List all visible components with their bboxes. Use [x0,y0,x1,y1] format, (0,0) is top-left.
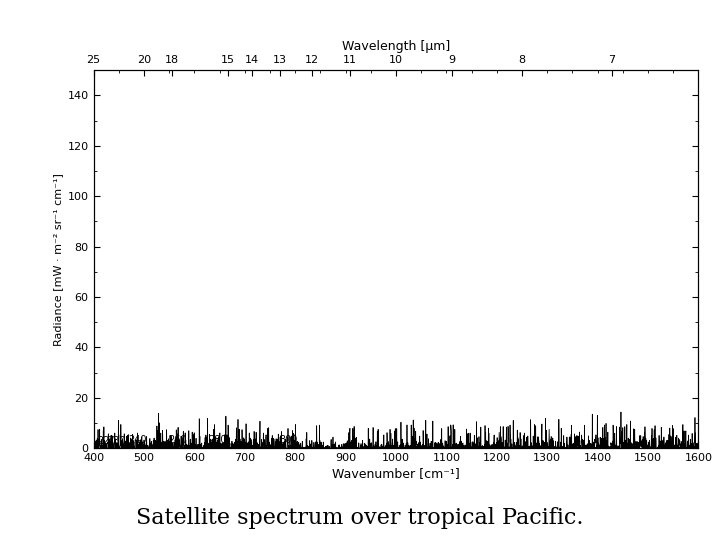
X-axis label: Wavenumber [cm⁻¹]: Wavenumber [cm⁻¹] [332,467,460,480]
Text: 230: 230 [108,435,126,445]
X-axis label: Wavelength [µm]: Wavelength [µm] [342,40,450,53]
Text: 260: 260 [168,435,186,445]
Text: 220: 220 [98,436,116,446]
Text: Satellite spectrum over tropical Pacific.: Satellite spectrum over tropical Pacific… [136,507,584,529]
Text: 300: 300 [279,435,297,445]
Text: 240: 240 [128,435,146,445]
Text: 280: 280 [209,435,227,445]
Y-axis label: Radiance [mW · m⁻² sr⁻¹ cm⁻¹]: Radiance [mW · m⁻² sr⁻¹ cm⁻¹] [53,173,63,346]
